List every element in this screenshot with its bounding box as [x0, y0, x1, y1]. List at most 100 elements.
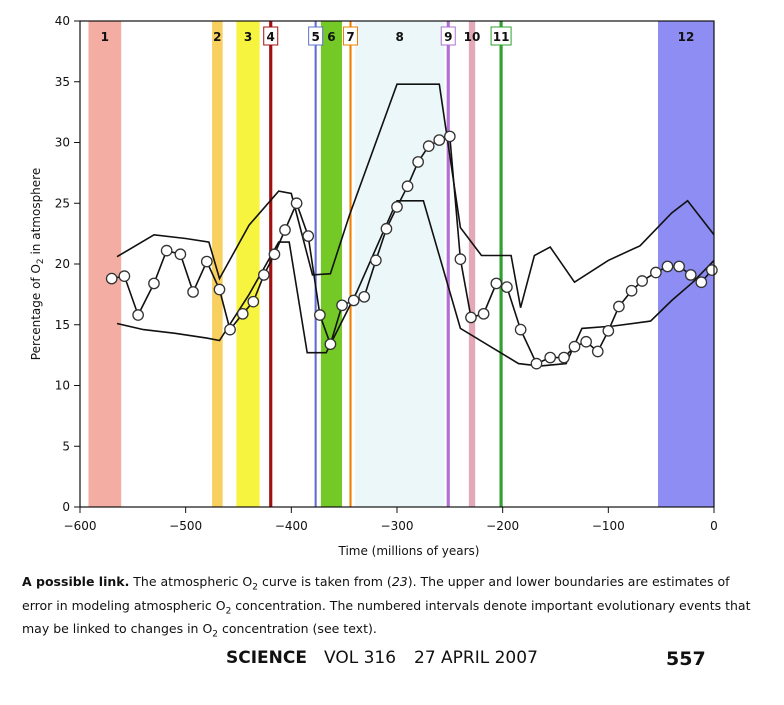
volume-number: VOL 316 [324, 648, 397, 668]
x-tick-label: −200 [486, 519, 519, 533]
data-point [391, 201, 403, 213]
data-point [673, 260, 685, 273]
event-band-label-12: 12 [678, 30, 695, 44]
event-band-label-9: 9 [444, 30, 452, 44]
data-point [268, 248, 281, 261]
data-point [148, 277, 160, 290]
data-point [258, 269, 270, 281]
x-axis-ticks: −600 −500 −400 −300 −200 −100 0 [64, 507, 718, 533]
event-band-label-box-9 [440, 26, 456, 46]
data-point [568, 340, 581, 353]
caption-sub-1: 2 [252, 582, 258, 593]
event-band-7 [349, 21, 352, 507]
event-bands [88, 21, 714, 507]
data-point [247, 295, 260, 308]
issue-date: 27 APRIL 2007 [414, 648, 538, 668]
figure-caption: A possible link. The atmospheric O2 curv… [22, 573, 762, 644]
event-band-label-6: 6 [327, 30, 335, 44]
series-lines [111, 83, 715, 367]
data-point [105, 272, 118, 285]
y-tick-label: 30 [55, 136, 70, 150]
event-band-label-7: 7 [346, 30, 354, 44]
data-point [314, 309, 326, 321]
data-point [490, 277, 503, 290]
y-axis-title-rest: in atmosphere [29, 168, 43, 259]
caption-text-3: ). The upper and lower boundaries are es… [22, 574, 730, 613]
y-tick-label: 5 [62, 439, 70, 453]
caption-text-2: curve is taken from ( [258, 574, 392, 589]
y-tick-label: 20 [55, 257, 70, 271]
data-point [401, 180, 414, 193]
data-point [370, 254, 382, 267]
data-point [454, 253, 467, 265]
data-point [380, 222, 393, 235]
event-band-label-8: 8 [395, 30, 403, 44]
x-tick-label: −600 [64, 519, 97, 533]
data-point [591, 345, 604, 358]
y-tick-label: 15 [55, 318, 70, 332]
data-point [324, 338, 337, 351]
data-point [160, 244, 173, 257]
data-point [224, 323, 236, 336]
event-band-8 [354, 21, 445, 507]
page-footer: SCIENCE VOL 316 27 APRIL 2007 557 [0, 648, 784, 672]
series-line-upper-bound [116, 83, 715, 308]
data-point [613, 300, 625, 313]
x-axis-title: Time (millions of years) [338, 544, 480, 558]
y-tick-label: 0 [62, 500, 70, 514]
data-point [661, 260, 674, 273]
y-tick-label: 35 [55, 75, 70, 89]
data-point [358, 290, 371, 303]
caption-title: A possible link. [22, 574, 130, 589]
data-point [650, 266, 662, 279]
x-tick-label: −400 [275, 519, 308, 533]
event-band-3 [236, 21, 260, 507]
y-axis-title-main: Percentage of O [29, 264, 43, 360]
data-point [602, 324, 615, 337]
event-band-6 [320, 21, 343, 507]
event-band-label-box-7 [343, 26, 359, 46]
series-line-estimate [111, 135, 713, 365]
data-point [336, 299, 348, 312]
data-point [290, 197, 303, 210]
data-point [118, 270, 131, 282]
data-point [213, 283, 226, 296]
x-tick-label: −500 [169, 519, 202, 533]
event-band-label-box-11 [490, 26, 512, 46]
data-point [558, 351, 570, 364]
event-band-label-10: 10 [464, 30, 481, 44]
data-point [422, 140, 435, 152]
data-point [465, 311, 477, 324]
data-point [302, 230, 315, 242]
data-point [636, 275, 648, 287]
event-band-2 [212, 21, 223, 507]
y-tick-label: 25 [55, 196, 70, 210]
event-band-11 [499, 21, 503, 507]
data-point [477, 307, 490, 320]
series-line-lower-bound [116, 200, 715, 367]
event-band-4 [269, 21, 273, 507]
event-band-1 [88, 21, 122, 507]
data-point [706, 264, 718, 276]
event-band-label-box-5 [308, 26, 324, 46]
y-tick-label: 40 [55, 14, 70, 28]
x-tick-label: 0 [710, 519, 718, 533]
caption-text-5: concentration (see text). [218, 621, 377, 636]
event-band-label-3: 3 [244, 30, 252, 44]
data-point [501, 281, 513, 293]
data-point [412, 156, 424, 168]
caption-text-4: concentration. The numbered intervals de… [22, 597, 751, 637]
event-band-label-1: 1 [101, 30, 109, 44]
data-point [279, 224, 291, 236]
event-band-label-4: 4 [267, 30, 275, 44]
event-band-10 [468, 21, 476, 507]
y-axis-ticks: 0 5 10 15 20 25 30 35 40 [55, 14, 80, 514]
event-band-labels: 1 2 3 4 5 6 7 8 9 10 11 12 [101, 26, 695, 46]
x-tick-label: −100 [592, 519, 625, 533]
caption-text-1: The atmospheric O [129, 574, 253, 589]
y-tick-label: 10 [55, 379, 70, 393]
data-point [684, 269, 697, 281]
event-band-5 [314, 21, 317, 507]
event-band-9 [446, 21, 450, 507]
